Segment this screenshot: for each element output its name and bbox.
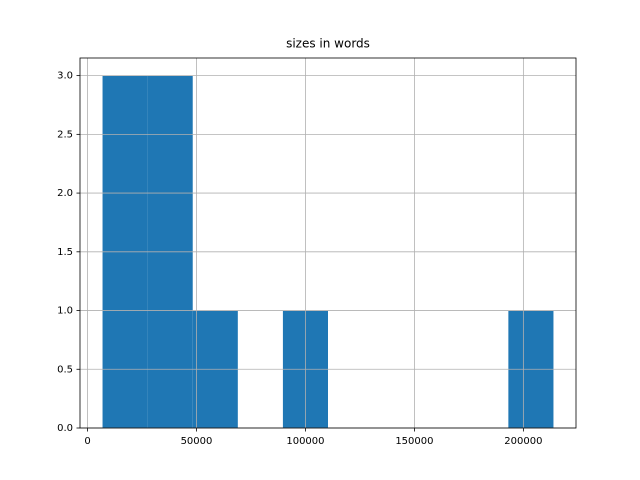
chart-title: sizes in words bbox=[286, 37, 370, 51]
x-tick-label: 150000 bbox=[395, 436, 433, 447]
y-tick-label: 1.5 bbox=[57, 247, 73, 258]
x-tick-label: 200000 bbox=[504, 436, 542, 447]
x-tick-label: 0 bbox=[84, 436, 90, 447]
y-tick-label: 2.5 bbox=[57, 129, 73, 140]
y-tick-label: 1.0 bbox=[57, 306, 73, 317]
x-tick-label: 50000 bbox=[181, 436, 213, 447]
y-tick-label: 2.0 bbox=[57, 188, 73, 199]
y-tick-label: 0.5 bbox=[57, 364, 73, 375]
y-tick-label: 3.0 bbox=[57, 71, 73, 82]
x-tick-label: 100000 bbox=[286, 436, 324, 447]
plot-frame bbox=[79, 57, 577, 429]
y-tick-label: 0.0 bbox=[57, 423, 73, 434]
